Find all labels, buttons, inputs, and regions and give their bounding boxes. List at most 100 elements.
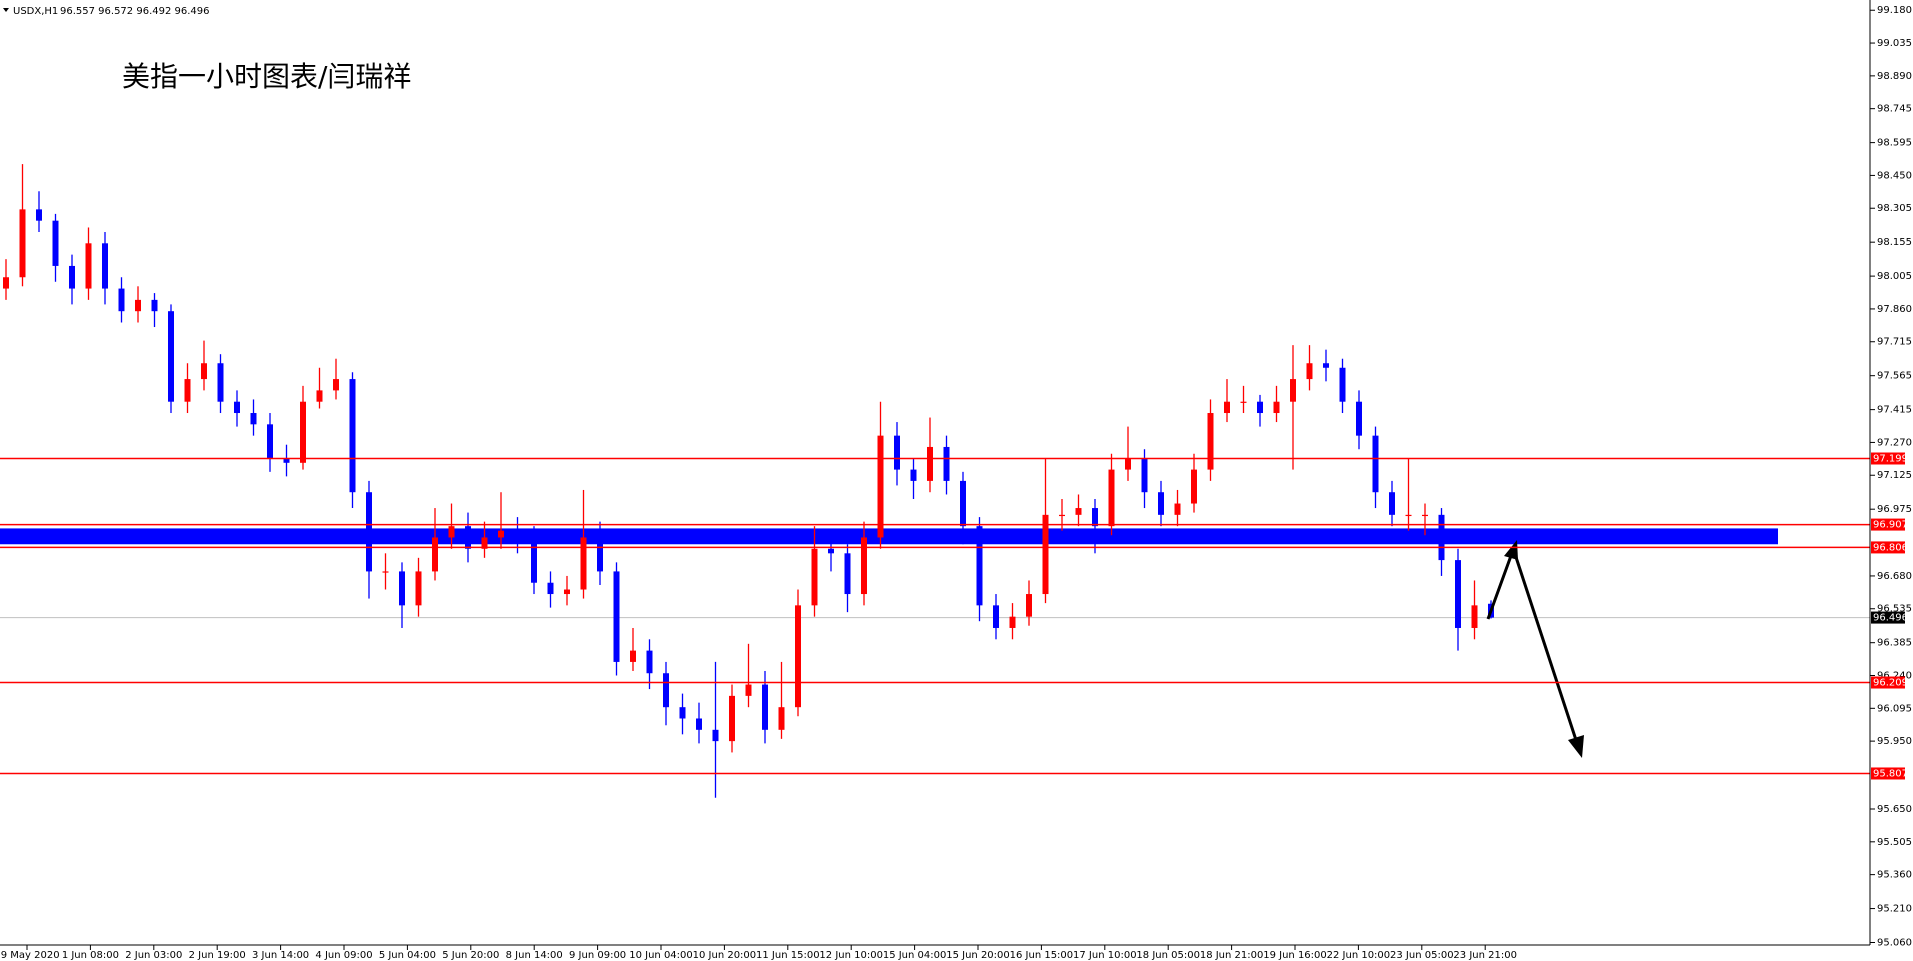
x-tick-label: 12 Jun 10:00 bbox=[819, 950, 883, 961]
candle-body bbox=[69, 265, 75, 289]
candle-body bbox=[349, 379, 356, 493]
candle-body bbox=[844, 553, 851, 595]
y-tick-label: 95.505 bbox=[1877, 837, 1912, 848]
candle-body bbox=[564, 589, 570, 595]
candle-body bbox=[481, 537, 488, 549]
x-tick-label: 18 Jun 21:00 bbox=[1200, 950, 1264, 961]
candle-body bbox=[432, 537, 438, 572]
candle-body bbox=[531, 537, 537, 583]
candle-body bbox=[877, 435, 884, 538]
x-tick-label: 9 Jun 09:00 bbox=[569, 950, 626, 961]
level-label: 97.199 bbox=[1873, 453, 1908, 464]
candle-body bbox=[1438, 514, 1445, 561]
x-tick-label: 10 Jun 04:00 bbox=[629, 950, 693, 961]
x-tick-label: 17 Jun 10:00 bbox=[1073, 950, 1137, 961]
x-tick-label: 8 Jun 14:00 bbox=[506, 950, 563, 961]
candle-body bbox=[184, 379, 191, 402]
candle-body bbox=[828, 548, 834, 554]
candle-body bbox=[943, 446, 950, 481]
x-tick-label: 2 Jun 19:00 bbox=[189, 950, 246, 961]
candle-body bbox=[795, 605, 801, 708]
arrow-head bbox=[1568, 735, 1584, 758]
candle-body bbox=[927, 446, 933, 481]
x-tick-label: 5 Jun 20:00 bbox=[442, 950, 499, 961]
candle-body bbox=[1306, 363, 1313, 380]
candle-body bbox=[36, 209, 42, 221]
plot bbox=[0, 164, 1870, 798]
candle-body bbox=[778, 707, 785, 730]
y-tick-label: 98.450 bbox=[1877, 170, 1912, 181]
symbol: USDX,H1 bbox=[13, 6, 58, 17]
candle-body bbox=[762, 684, 768, 730]
candle-body bbox=[234, 401, 240, 414]
level-label: 96.806 bbox=[1873, 542, 1908, 553]
x-tick-label: 22 Jun 10:00 bbox=[1327, 950, 1391, 961]
y-tick-label: 96.240 bbox=[1877, 671, 1912, 682]
candle-body bbox=[201, 363, 207, 380]
candle-body bbox=[1389, 492, 1395, 515]
level-label: 96.907 bbox=[1873, 520, 1908, 531]
level-label-box bbox=[1871, 676, 1905, 689]
candle-body bbox=[1240, 401, 1247, 403]
candle-body bbox=[894, 435, 900, 470]
candle-body bbox=[729, 695, 735, 742]
x-tick-label: 16 Jun 15:00 bbox=[1010, 950, 1074, 961]
candle-body bbox=[118, 288, 125, 312]
candle-body bbox=[514, 530, 521, 538]
candle-body bbox=[1471, 605, 1478, 628]
candle-body bbox=[547, 582, 554, 595]
candle-body bbox=[976, 526, 983, 606]
candle-body bbox=[1191, 469, 1197, 504]
y-tick-label: 97.565 bbox=[1877, 371, 1912, 382]
candle-body bbox=[646, 650, 653, 674]
candle-body bbox=[1290, 379, 1296, 402]
price-label: 96.496 bbox=[1873, 613, 1908, 624]
level-label-box bbox=[1871, 518, 1905, 531]
y-tick-label: 97.125 bbox=[1877, 470, 1912, 481]
candle-body bbox=[1174, 503, 1181, 515]
y-tick-label: 96.535 bbox=[1877, 604, 1912, 615]
candle-body bbox=[465, 526, 471, 549]
y-tick-label: 97.415 bbox=[1877, 405, 1912, 416]
candle-body bbox=[960, 480, 966, 527]
candle-body bbox=[663, 673, 669, 708]
level-label: 95.807 bbox=[1873, 768, 1908, 779]
x-tick-label: 18 Jun 05:00 bbox=[1136, 950, 1200, 961]
candle-body bbox=[3, 277, 9, 289]
candle-body bbox=[1273, 401, 1280, 414]
candle-body bbox=[19, 209, 26, 278]
candle-body bbox=[597, 537, 603, 572]
candle-body bbox=[135, 299, 141, 312]
candle-body bbox=[300, 401, 306, 463]
candle-body bbox=[1026, 594, 1032, 617]
candle-body bbox=[382, 571, 389, 573]
candle-body bbox=[696, 718, 702, 730]
candle-body bbox=[267, 424, 273, 459]
y-tick-label: 95.950 bbox=[1877, 736, 1912, 747]
candle-body bbox=[52, 220, 59, 266]
candle-body bbox=[1422, 514, 1428, 517]
y-tick-label: 95.360 bbox=[1877, 870, 1912, 881]
candle-body bbox=[1323, 363, 1329, 368]
x-tick-label: 29 May 2020 bbox=[0, 950, 60, 961]
candle-body bbox=[910, 469, 917, 481]
x-tick-label: 4 Jun 09:00 bbox=[315, 950, 372, 961]
candle-body bbox=[861, 537, 867, 595]
candle-body bbox=[217, 363, 224, 402]
x-tick-label: 10 Jun 20:00 bbox=[693, 950, 757, 961]
candle-body bbox=[1075, 508, 1082, 515]
candle-body bbox=[679, 707, 686, 719]
y-tick-label: 96.385 bbox=[1877, 638, 1912, 649]
x-tick-label: 23 Jun 21:00 bbox=[1453, 950, 1517, 961]
candle-body bbox=[1141, 458, 1148, 493]
candle-body bbox=[1207, 413, 1214, 470]
candle-body bbox=[1372, 435, 1379, 493]
candle-body bbox=[1339, 367, 1346, 402]
x-tick-label: 1 Jun 08:00 bbox=[62, 950, 119, 961]
candle-body bbox=[1059, 514, 1065, 517]
y-tick-label: 98.890 bbox=[1877, 71, 1912, 82]
candle-body bbox=[1092, 508, 1098, 527]
candle-body bbox=[1356, 401, 1362, 436]
candle-body bbox=[448, 526, 455, 538]
